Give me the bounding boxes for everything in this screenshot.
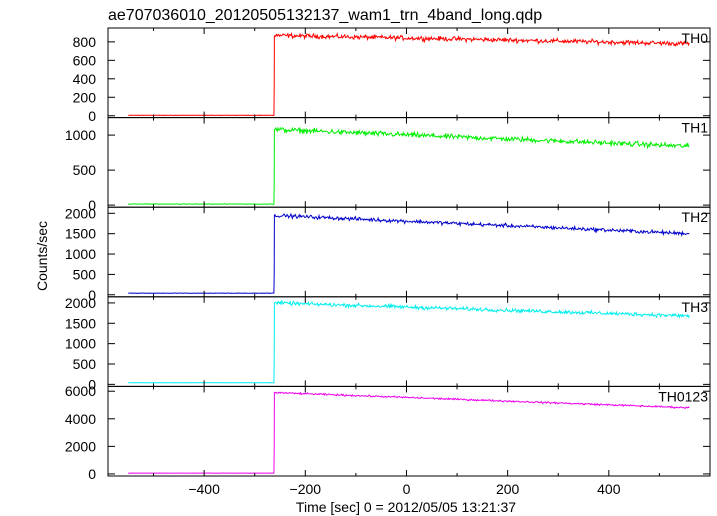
y-tick-label: 4000: [65, 411, 96, 427]
y-tick-label: 0: [88, 466, 96, 482]
y-tick-label: 0: [88, 108, 96, 124]
channel-label: TH0123: [658, 388, 708, 404]
y-tick-label: 500: [73, 266, 97, 282]
x-tick-label: −200: [290, 481, 322, 497]
y-tick-label: 0: [88, 197, 96, 213]
series-line-th0: [128, 31, 690, 117]
panel-frame: [107, 296, 711, 387]
panel-th0123: 0 2000 4000 6000 TH0123 −400 −200 0 200 400: [65, 383, 711, 497]
y-tick-label: 1500: [65, 226, 96, 242]
channel-label: TH0: [682, 30, 709, 46]
figure-title: ae707036010_20120505132137_wam1_trn_4ban…: [108, 7, 542, 24]
y-tick-label: 200: [73, 89, 97, 105]
y-tick-label: 500: [73, 356, 97, 372]
panel-th0: 0 200 400 600 800 TH0: [73, 27, 711, 124]
y-tick-label: 800: [73, 34, 97, 50]
series-line-th3: [128, 299, 690, 384]
x-tick-label: 0: [403, 481, 411, 497]
y-tick-label: 6000: [65, 383, 96, 399]
x-tick-label: 200: [496, 481, 520, 497]
y-axis-label: Counts/sec: [34, 221, 50, 291]
series-line-th0123: [128, 391, 690, 474]
y-tick-label: 1000: [65, 246, 96, 262]
channel-label: TH3: [682, 299, 709, 315]
panel-th1: 0 500 1000 TH1: [65, 117, 711, 213]
x-tick-label: −400: [188, 481, 220, 497]
panel-frame: [107, 117, 711, 208]
y-tick-label: 400: [73, 71, 97, 87]
panel-frame: [107, 206, 711, 298]
x-axis-label: Time [sec] 0 = 2012/05/05 13:21:37: [296, 499, 516, 515]
panel-th3: 0 500 1000 1500 2000 TH3: [65, 295, 711, 392]
y-tick-label: 600: [73, 52, 97, 68]
panel-frame: [107, 385, 711, 477]
y-tick-label: 2000: [65, 205, 96, 221]
channel-label: TH1: [682, 120, 709, 136]
panel-frame: [107, 27, 711, 119]
y-tick-label: 500: [73, 162, 97, 178]
y-tick-label: 0: [88, 287, 96, 303]
series-line-th2: [128, 212, 690, 294]
y-tick-label: 2000: [65, 295, 96, 311]
y-tick-label: 2000: [65, 438, 96, 454]
channel-label: TH2: [682, 209, 709, 225]
panels-group: 0 200 400 600 800 TH0 0 500 1000 TH1 0 500 1000 1500 2…: [65, 27, 711, 497]
panel-th2: 0 500 1000 1500 2000 TH2: [65, 205, 711, 303]
y-tick-label: 0: [88, 376, 96, 392]
y-tick-label: 1000: [65, 127, 96, 143]
y-tick-label: 1000: [65, 336, 96, 352]
x-tick-label: 400: [597, 481, 621, 497]
series-line-th1: [128, 126, 690, 205]
y-tick-label: 1500: [65, 315, 96, 331]
